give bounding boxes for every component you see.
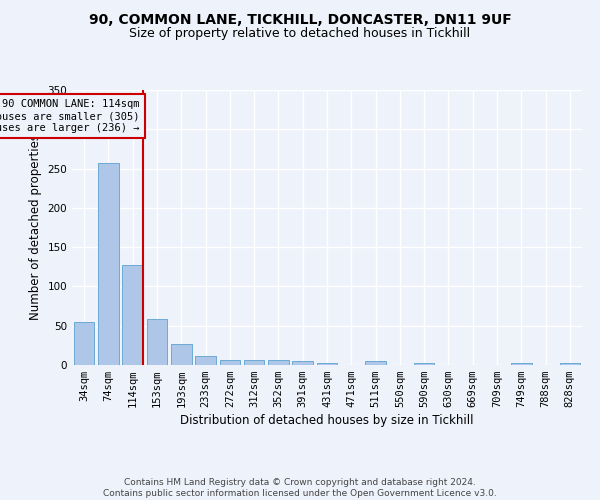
Text: 90 COMMON LANE: 114sqm
← 56% of detached houses are smaller (305)
43% of semi-de: 90 COMMON LANE: 114sqm ← 56% of detached… xyxy=(0,100,139,132)
Bar xyxy=(98,163,119,365)
Y-axis label: Number of detached properties: Number of detached properties xyxy=(29,134,42,320)
Bar xyxy=(292,361,313,365)
Bar xyxy=(171,344,191,365)
Text: 90, COMMON LANE, TICKHILL, DONCASTER, DN11 9UF: 90, COMMON LANE, TICKHILL, DONCASTER, DN… xyxy=(89,12,511,26)
Text: Size of property relative to detached houses in Tickhill: Size of property relative to detached ho… xyxy=(130,28,470,40)
Text: Contains HM Land Registry data © Crown copyright and database right 2024.
Contai: Contains HM Land Registry data © Crown c… xyxy=(103,478,497,498)
Bar xyxy=(122,265,143,365)
Bar xyxy=(146,320,167,365)
Bar xyxy=(244,360,265,365)
X-axis label: Distribution of detached houses by size in Tickhill: Distribution of detached houses by size … xyxy=(180,414,474,428)
Bar xyxy=(220,360,240,365)
Bar xyxy=(365,361,386,365)
Bar xyxy=(268,360,289,365)
Bar xyxy=(317,362,337,365)
Bar xyxy=(511,362,532,365)
Bar xyxy=(414,362,434,365)
Bar xyxy=(560,362,580,365)
Bar xyxy=(195,356,216,365)
Bar xyxy=(74,322,94,365)
